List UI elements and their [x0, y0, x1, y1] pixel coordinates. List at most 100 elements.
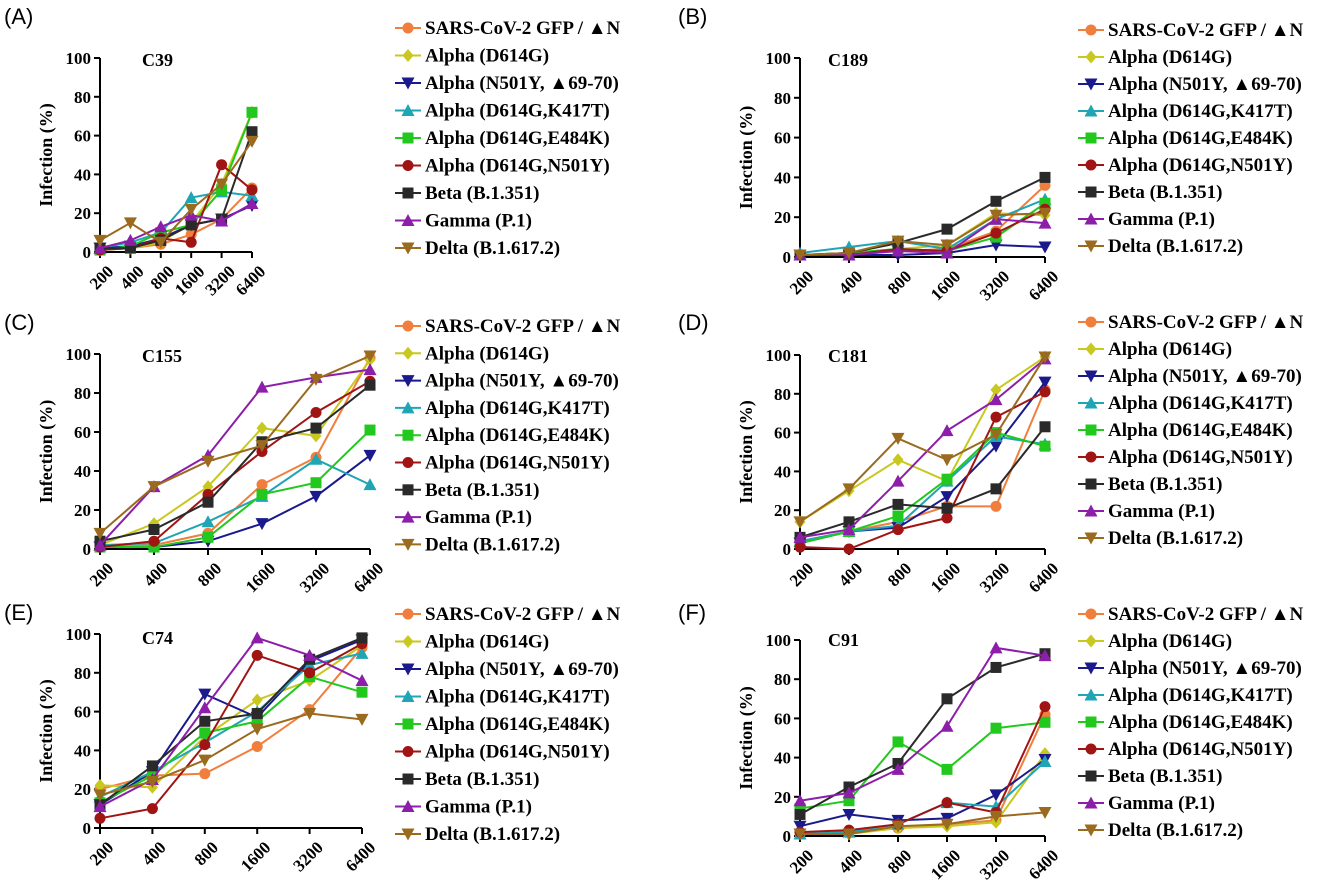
data-point — [990, 383, 1002, 397]
legend-marker — [1084, 824, 1098, 837]
data-point — [201, 455, 215, 468]
series-line — [99, 140, 253, 244]
legend-label: Alpha (D614G,E484K) — [425, 714, 610, 735]
data-point — [148, 524, 160, 535]
x-tick-label: 3200 — [201, 262, 238, 299]
x-tick-label: 6400 — [342, 838, 379, 875]
legend-marker — [401, 800, 415, 812]
data-point — [124, 242, 136, 254]
x-tick-label: 400 — [140, 559, 171, 590]
data-point — [892, 453, 904, 467]
x-tick-label: 400 — [835, 559, 866, 590]
series-line — [799, 652, 1046, 816]
x-tick-label: 1600 — [927, 559, 964, 596]
data-point — [355, 713, 369, 726]
legend-marker — [402, 22, 414, 34]
legend-marker — [1085, 342, 1097, 356]
data-point — [1038, 241, 1052, 254]
x-tick-label: 200 — [86, 838, 117, 869]
series-line — [99, 111, 253, 252]
data-point — [245, 197, 259, 209]
data-point — [794, 808, 806, 820]
y-tick-label: 40 — [774, 168, 791, 187]
data-point — [198, 688, 212, 701]
legend-marker — [401, 690, 415, 702]
legend-label: Alpha (N501Y, ▲69-70) — [1108, 74, 1302, 95]
chart-panel: (D) 0 20 40 60 80 100 200 400 800 1600 3200 6400 Infe… — [678, 310, 1304, 596]
data-point — [146, 803, 158, 815]
legend-label: Alpha (D614G,K417T) — [1108, 393, 1293, 414]
legend: SARS-CoV-2 GFP / ▲N Alpha (D614G) Alpha (N… — [395, 18, 621, 259]
y-tick-label: 80 — [74, 88, 91, 107]
data-point — [93, 538, 107, 551]
legend-marker — [402, 718, 414, 730]
data-point — [184, 203, 198, 216]
data-point — [255, 440, 269, 453]
chart-title: C155 — [142, 346, 182, 366]
data-point — [891, 474, 905, 487]
x-tick-label: 800 — [194, 559, 225, 590]
series — [93, 197, 259, 254]
chart-title: C74 — [142, 628, 173, 648]
legend-marker — [1085, 159, 1097, 171]
y-tick-label: 0 — [83, 243, 92, 262]
data-point — [94, 778, 106, 792]
legend-marker — [402, 746, 414, 757]
y-tick-label: 60 — [74, 127, 91, 146]
series — [94, 379, 376, 547]
x-tick-label: 400 — [116, 262, 147, 293]
data-point — [215, 178, 229, 191]
legend-label: Alpha (D614G) — [1108, 47, 1232, 68]
legend-marker — [1085, 608, 1097, 620]
x-tick-label: 6400 — [232, 262, 269, 299]
legend-marker — [1085, 316, 1097, 328]
data-point — [363, 350, 377, 363]
legend-label: SARS-CoV-2 GFP / ▲N — [1108, 604, 1304, 625]
y-axis-label: Infection (%) — [736, 400, 757, 503]
series-line — [99, 355, 371, 535]
data-point — [310, 407, 322, 418]
data-point — [891, 235, 905, 248]
legend-marker — [401, 538, 415, 551]
x-tick-label: 800 — [884, 846, 915, 877]
data-point — [250, 723, 264, 736]
series-line — [99, 359, 371, 547]
legend-label: Delta (B.1.617.2) — [425, 238, 560, 259]
legend-marker — [1084, 504, 1098, 517]
series — [94, 105, 258, 257]
data-point — [1038, 755, 1052, 768]
data-point — [199, 739, 211, 751]
data-point — [202, 531, 214, 543]
y-tick-label: 100 — [66, 345, 92, 364]
data-point — [842, 247, 856, 260]
legend-marker — [401, 663, 415, 676]
legend-marker — [402, 320, 414, 332]
legend-label: Beta (B.1.351) — [1108, 766, 1223, 787]
legend-label: Alpha (D614G) — [1108, 631, 1232, 652]
data-point — [199, 715, 211, 727]
data-point — [356, 632, 368, 644]
data-point — [309, 452, 323, 465]
x-tick-label: 3200 — [976, 267, 1013, 304]
x-tick-label: 1600 — [927, 846, 964, 883]
data-point — [93, 800, 107, 813]
legend-label: Alpha (D614G,E484K) — [425, 425, 610, 446]
chart-panel: (A)020406080100200400800160032006400Infe… — [4, 4, 621, 299]
data-point — [990, 722, 1002, 734]
data-point — [154, 236, 168, 249]
legend-label: SARS-CoV-2 GFP / ▲N — [425, 316, 621, 337]
y-tick-label: 100 — [766, 49, 792, 68]
legend-label: SARS-CoV-2 GFP / ▲N — [425, 604, 621, 625]
legend-label: Gamma (P.1) — [425, 211, 532, 232]
data-point — [93, 234, 107, 247]
legend-marker — [1085, 716, 1097, 728]
legend-label: Delta (B.1.617.2) — [1108, 820, 1243, 841]
x-tick-label: 200 — [86, 559, 117, 590]
x-tick-label: 6400 — [350, 559, 387, 596]
data-point — [256, 479, 268, 491]
series-line — [799, 426, 1046, 539]
y-tick-label: 60 — [774, 129, 791, 148]
data-point — [794, 541, 806, 553]
legend-marker — [402, 49, 414, 62]
